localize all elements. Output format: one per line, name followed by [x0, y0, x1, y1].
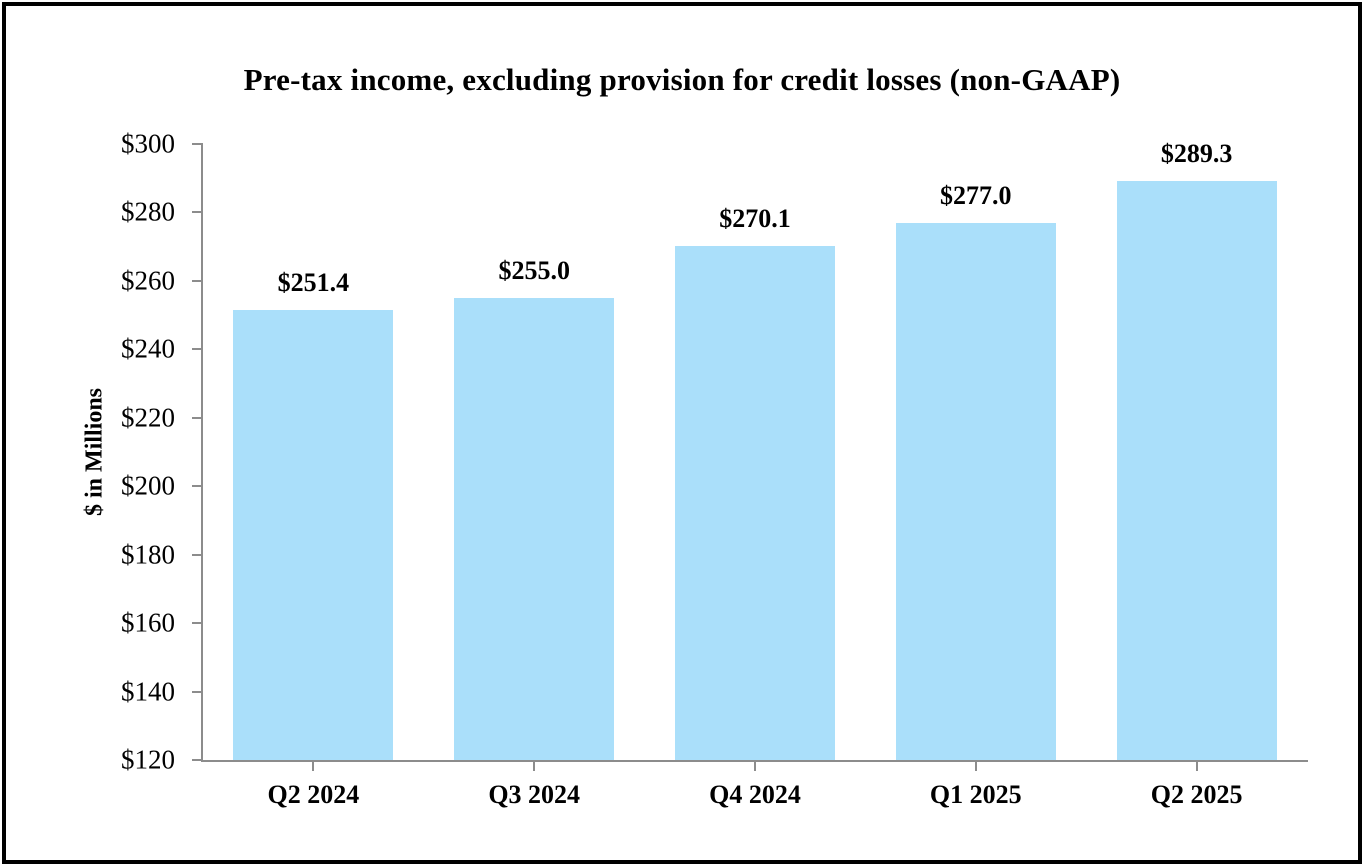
x-axis-category-label: Q4 2024 — [709, 780, 801, 809]
bar-value-label: $289.3 — [1160, 138, 1233, 168]
x-axis-line — [201, 760, 1308, 762]
x-axis-category-label: Q2 2025 — [1150, 780, 1243, 809]
chart-title: Pre-tax income, excluding provision for … — [243, 62, 1121, 97]
x-tick-mark — [312, 762, 315, 771]
y-tick-mark — [192, 416, 203, 419]
y-tick-label: $200 — [121, 470, 175, 501]
plot-area: $120 $140 $160 $180 $200 $220 $240 $260 $280 $300… — [121, 129, 1307, 809]
bar — [895, 222, 1056, 760]
y-tick-mark — [192, 553, 203, 556]
y-tick-mark — [192, 211, 203, 214]
y-axis-line — [201, 144, 203, 762]
bar — [233, 310, 394, 760]
x-tick-mark — [533, 762, 536, 771]
bar — [454, 298, 615, 760]
y-tick-label: $300 — [121, 128, 175, 159]
y-tick-mark — [192, 622, 203, 625]
y-tick-mark — [192, 485, 203, 488]
y-tick-label: $120 — [121, 744, 175, 775]
bar-value-label: $277.0 — [940, 180, 1012, 210]
x-axis-category-label: Q3 2024 — [488, 780, 581, 809]
y-axis-title: $ in Millions — [81, 387, 108, 517]
x-tick-mark — [754, 762, 756, 771]
bar-value-label: $270.1 — [719, 204, 791, 234]
x-axis-category-label: Q1 2025 — [929, 780, 1022, 809]
bar-value-label: $251.4 — [277, 268, 350, 298]
x-tick-mark — [974, 762, 977, 771]
y-tick-label: $160 — [121, 607, 175, 638]
x-axis-category-label: Q2 2024 — [267, 780, 360, 809]
y-tick-label: $220 — [121, 402, 175, 433]
bar-value-label: $255.0 — [498, 256, 570, 285]
bar — [675, 246, 835, 760]
y-tick-mark — [192, 279, 203, 282]
y-tick-mark — [192, 348, 203, 351]
y-tick-mark — [192, 759, 203, 761]
x-tick-mark — [1195, 762, 1198, 771]
y-tick-mark — [192, 690, 203, 693]
y-tick-label: $180 — [121, 539, 175, 570]
bar — [1116, 180, 1277, 760]
y-tick-label: $260 — [121, 265, 175, 296]
y-tick-label: $140 — [121, 676, 175, 707]
y-tick-label: $280 — [121, 196, 175, 227]
y-tick-mark — [192, 143, 203, 145]
y-tick-label: $240 — [121, 333, 175, 364]
